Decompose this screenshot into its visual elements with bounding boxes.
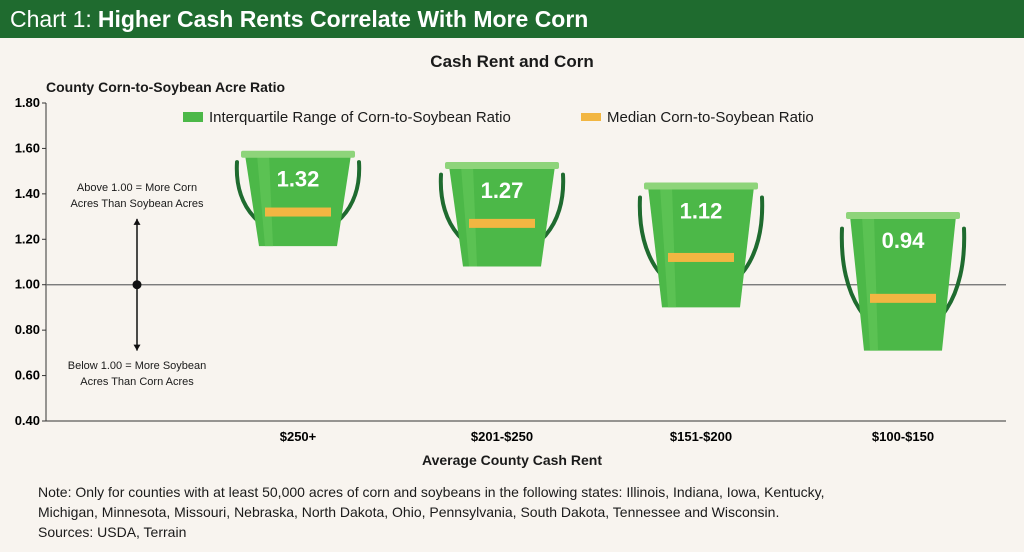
bucket-rim — [846, 212, 960, 220]
annotation-dot — [132, 280, 142, 290]
bucket-highlight — [660, 186, 676, 308]
arrow-up-head — [133, 218, 141, 225]
y-axis-title: County Corn-to-Soybean Acre Ratio — [46, 79, 286, 95]
annotation-below-line1: Below 1.00 = More Soybean — [68, 360, 207, 372]
annotation-above-line2: Acres Than Soybean Acres — [70, 198, 204, 210]
x-category-label: $100-$150 — [872, 429, 934, 444]
legend-label-median: Median Corn-to-Soybean Ratio — [607, 109, 814, 126]
data-label: 1.12 — [680, 199, 723, 224]
y-tick-label: 1.20 — [15, 231, 40, 246]
x-category-label: $151-$200 — [670, 429, 732, 444]
note-line: Michigan, Minnesota, Missouri, Nebraska,… — [38, 504, 780, 520]
y-tick-label: 1.40 — [15, 186, 40, 201]
y-tick-label: 1.00 — [15, 277, 40, 292]
median-bar — [469, 218, 535, 228]
note-line: Note: Only for counties with at least 50… — [38, 484, 825, 500]
y-tick-label: 1.80 — [15, 95, 40, 110]
legend-swatch-iqr — [183, 112, 203, 122]
annotation-below-line2: Acres Than Corn Acres — [80, 376, 194, 388]
median-bar — [870, 293, 936, 303]
sources-line: Sources: USDA, Terrain — [38, 524, 187, 540]
bucket-highlight — [862, 216, 878, 351]
legend-swatch-median — [581, 113, 601, 121]
y-tick-label: 0.40 — [15, 413, 40, 428]
bucket-rim — [644, 182, 758, 190]
y-tick-label: 1.60 — [15, 140, 40, 155]
header-title: Higher Cash Rents Correlate With More Co… — [97, 5, 589, 32]
data-label: 1.27 — [481, 178, 524, 203]
median-bar — [668, 252, 734, 262]
y-tick-label: 0.80 — [15, 322, 40, 337]
chart-note: Note: Only for counties with at least 50… — [38, 482, 998, 542]
y-tick-label: 0.60 — [15, 368, 40, 383]
legend-label-iqr: Interquartile Range of Corn-to-Soybean R… — [209, 109, 511, 126]
bucket-rim — [445, 162, 559, 170]
arrow-down-head — [133, 344, 141, 351]
data-label: 0.94 — [882, 228, 926, 253]
x-category-label: $201-$250 — [471, 429, 533, 444]
x-axis-title: Average County Cash Rent — [422, 452, 602, 468]
x-category-label: $250+ — [280, 429, 317, 444]
data-label: 1.32 — [277, 167, 320, 192]
bucket-rim — [241, 150, 355, 158]
chart-title: Cash Rent and Corn — [430, 52, 594, 71]
bucket-highlight — [461, 166, 477, 267]
bucket-highlight — [257, 154, 273, 247]
median-bar — [265, 207, 331, 217]
chart-number: Chart 1: — [10, 5, 92, 32]
annotation-above-line1: Above 1.00 = More Corn — [77, 182, 197, 194]
chart-header: Chart 1: Higher Cash Rents Correlate Wit… — [0, 0, 1024, 38]
